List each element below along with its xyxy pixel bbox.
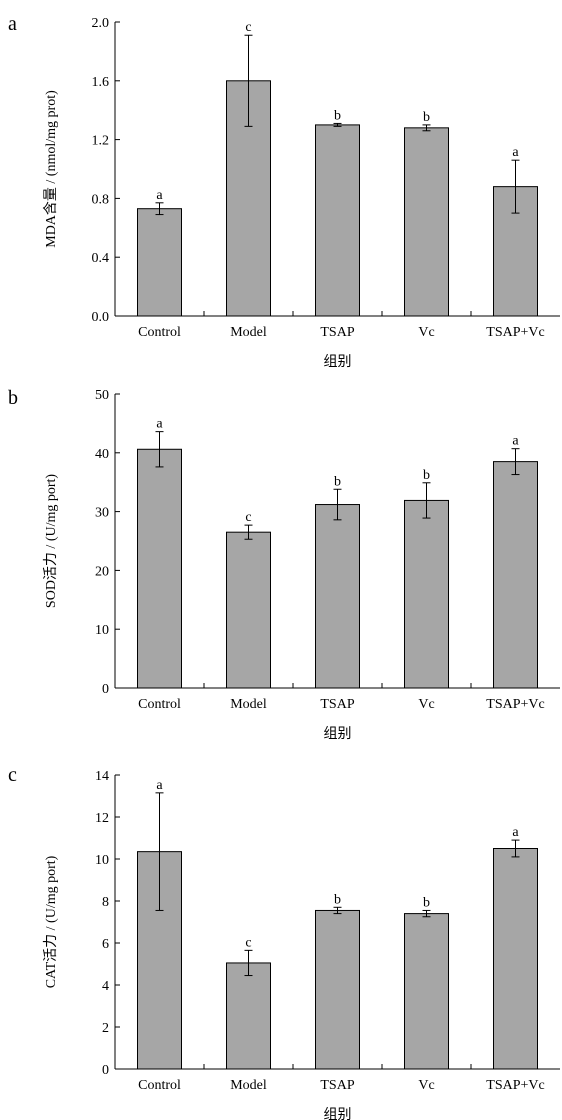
x-axis-title: 组别 [324,1107,352,1120]
y-tick-label: 0.0 [92,310,110,325]
y-tick-label: 2.0 [92,16,110,31]
y-tick-label: 30 [95,506,109,521]
significance-label: b [334,474,341,489]
significance-label: b [334,892,341,907]
significance-label: c [245,510,251,525]
bar-control [137,208,182,317]
significance-label: a [156,188,163,203]
x-tick-label: TSAP+Vc [486,325,544,340]
panel-label: c [8,764,17,786]
bar-model [226,962,271,1070]
x-tick-label: Control [138,325,181,340]
significance-label: a [156,417,163,432]
y-tick-label: 1.2 [92,134,110,149]
significance-label: c [245,935,251,950]
x-axis-title: 组别 [324,726,352,742]
y-tick-label: 40 [95,447,109,462]
y-tick-label: 4 [102,979,109,994]
panel-label: b [8,387,18,409]
x-tick-label: Model [230,697,267,712]
bar-vc [404,913,449,1070]
y-axis-title: MDA含量 / (nmol/mg prot) [43,90,59,248]
x-tick-label: Model [230,1078,267,1093]
x-tick-label: TSAP+Vc [486,697,544,712]
y-tick-label: 20 [95,564,109,579]
y-tick-label: 10 [95,623,109,638]
y-axis-title: SOD活力 / (U/mg port) [43,474,59,608]
x-tick-label: TSAP [320,697,354,712]
bar-tsap [315,504,360,689]
bar-tsap-vc [493,848,538,1070]
y-tick-label: 0.8 [92,192,110,207]
significance-label: b [334,108,341,123]
x-tick-label: Model [230,325,267,340]
y-tick-label: 14 [95,769,109,784]
bar-model [226,531,271,689]
y-tick-label: 1.6 [92,75,110,90]
y-tick-label: 2 [102,1021,109,1036]
y-tick-label: 12 [95,811,109,826]
x-tick-label: TSAP [320,1078,354,1093]
chart-panel-b: b 0 10 20 30 40 50 a Control c Model b TSAP b Vc a TSAP+… [8,387,560,742]
bar-vc [404,127,449,317]
x-tick-label: Vc [418,697,434,712]
bar-control [137,448,182,689]
y-tick-label: 0 [102,682,109,697]
significance-label: b [423,468,430,483]
significance-label: b [423,895,430,910]
significance-label: a [156,778,163,793]
x-tick-label: TSAP [320,325,354,340]
x-tick-label: Control [138,697,181,712]
y-tick-label: 50 [95,388,109,403]
chart-panel-c: c 0 2 4 6 8 10 12 14 a Control c Model b TSAP b Vc a TSAP+… [8,764,560,1120]
significance-label: b [423,110,430,125]
y-axis-title: CAT活力 / (U/mg port) [43,855,59,988]
bar-tsap [315,909,360,1070]
significance-label: a [512,145,519,160]
x-tick-label: Control [138,1078,181,1093]
significance-label: a [512,434,519,449]
x-tick-label: TSAP+Vc [486,1078,544,1093]
bar-tsap-vc [493,461,538,689]
y-tick-label: 0.4 [92,251,110,266]
significance-label: c [245,20,251,35]
x-axis-title: 组别 [324,354,352,370]
y-tick-label: 8 [102,895,109,910]
x-tick-label: Vc [418,325,434,340]
y-tick-label: 10 [95,853,109,868]
chart-panel-a: a 0.0 0.4 0.8 1.2 1.6 2.0 a Control c Model b TSAP b V… [8,13,560,370]
y-tick-label: 6 [102,937,109,952]
bar-vc [404,499,449,689]
bar-tsap [315,124,360,317]
y-tick-label: 0 [102,1063,109,1078]
x-tick-label: Vc [418,1078,434,1093]
significance-label: a [512,825,519,840]
panel-label: a [8,13,17,35]
